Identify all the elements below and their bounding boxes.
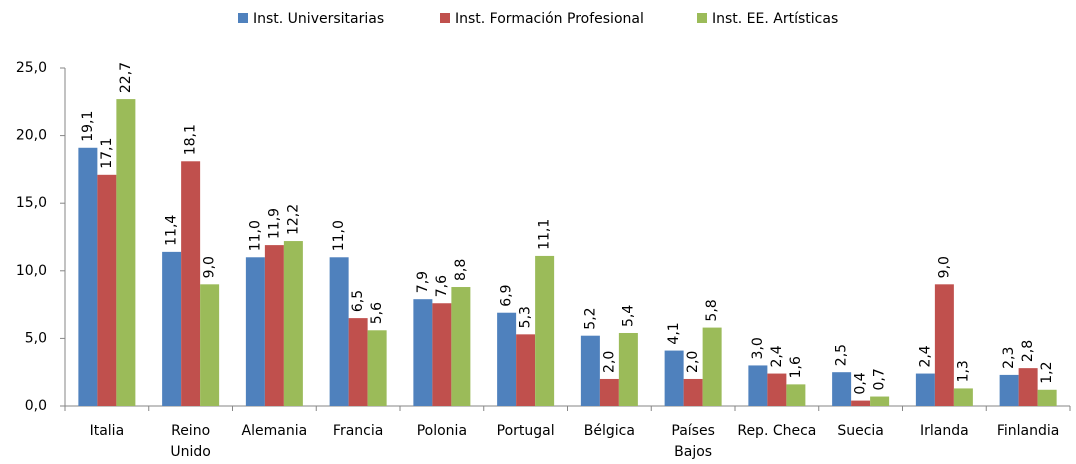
bar	[329, 257, 349, 406]
x-tick-label: Polonia	[416, 423, 468, 439]
bar	[497, 312, 517, 406]
legend-swatch	[440, 13, 450, 23]
value-label: 6,9	[499, 284, 515, 306]
value-label: 2,0	[685, 351, 701, 373]
value-label: 11,0	[247, 220, 263, 251]
y-tick-label: 25,0	[16, 60, 47, 76]
x-tick-label: Suecia	[837, 423, 884, 439]
legend-label: Inst. Formación Profesional	[455, 11, 644, 27]
bar	[348, 318, 368, 406]
y-tick-label: 0,0	[25, 398, 47, 414]
value-label: 17,1	[99, 138, 115, 169]
value-label: 12,2	[285, 204, 301, 235]
y-tick-label: 15,0	[16, 195, 47, 211]
bar	[786, 384, 806, 406]
value-label: 1,6	[788, 356, 804, 378]
x-tick-label: Irlanda	[920, 423, 969, 439]
value-label: 2,4	[769, 345, 785, 367]
x-tick-label: Rep. Checa	[737, 423, 817, 439]
bar	[748, 365, 768, 406]
legend-label: Inst. EE. Artísticas	[712, 11, 838, 27]
value-label: 7,6	[434, 275, 450, 297]
value-label: 19,1	[80, 111, 96, 142]
bar	[264, 245, 284, 406]
x-tick-label: Finlandia	[996, 423, 1060, 439]
value-label: 2,5	[834, 344, 850, 366]
bar	[580, 335, 600, 406]
bar	[767, 373, 787, 406]
x-tick-label: Países Bajos	[671, 423, 715, 460]
value-label: 2,0	[601, 351, 617, 373]
bar	[953, 388, 973, 406]
value-label: 11,1	[537, 219, 553, 250]
value-label: 9,0	[936, 256, 952, 278]
value-label: 7,9	[415, 271, 431, 293]
bar	[245, 257, 265, 406]
value-label: 5,4	[620, 305, 636, 327]
value-label: 5,8	[704, 299, 720, 321]
legend-label: Inst. Universitarias	[253, 11, 384, 27]
y-tick-label: 10,0	[16, 263, 47, 279]
bar	[116, 99, 136, 406]
value-label: 0,4	[853, 372, 869, 394]
value-label: 6,5	[350, 290, 366, 312]
bar	[832, 372, 852, 406]
value-label: 18,1	[183, 124, 199, 155]
value-label: 0,7	[872, 368, 888, 390]
bar	[413, 299, 433, 406]
value-label: 1,3	[955, 360, 971, 382]
value-label: 4,1	[666, 322, 682, 344]
bar	[702, 327, 722, 406]
x-tick-label: Alemania	[241, 423, 308, 439]
x-tick-label: Bélgica	[583, 423, 635, 439]
bar	[683, 378, 703, 406]
bar	[162, 251, 182, 406]
value-label: 8,8	[453, 259, 469, 281]
bar	[97, 174, 117, 406]
legend-swatch	[238, 13, 248, 23]
bar	[181, 161, 201, 406]
bar	[618, 332, 638, 406]
value-label: 5,6	[369, 302, 385, 324]
bar	[599, 378, 619, 406]
bar	[664, 350, 684, 406]
bar	[934, 284, 954, 406]
bar	[915, 373, 935, 406]
x-tick-label: Italia	[89, 423, 125, 439]
y-tick-label: 5,0	[25, 330, 47, 346]
value-label: 9,0	[202, 256, 218, 278]
value-label: 2,8	[1020, 340, 1036, 362]
value-label: 1,2	[1039, 362, 1055, 384]
bar	[870, 396, 890, 406]
bar	[516, 334, 536, 406]
value-label: 5,2	[582, 307, 598, 329]
bar	[535, 255, 555, 406]
value-label: 11,4	[164, 215, 180, 246]
value-label: 3,0	[750, 337, 766, 359]
value-label: 11,0	[331, 220, 347, 251]
bar	[1018, 368, 1038, 406]
value-label: 11,9	[266, 208, 282, 239]
value-label: 2,4	[917, 345, 933, 367]
x-tick-label: Reino Unido	[170, 423, 211, 460]
x-tick-label: Francia	[332, 423, 384, 439]
x-tick-label: Portugal	[496, 423, 555, 439]
bar	[432, 303, 452, 406]
bar	[283, 241, 303, 406]
bar	[78, 147, 98, 406]
legend-swatch	[697, 13, 707, 23]
bar	[851, 400, 871, 406]
bar	[200, 284, 220, 406]
value-label: 2,3	[1001, 347, 1017, 369]
bar	[451, 287, 471, 406]
bar	[1037, 389, 1057, 406]
bar	[999, 374, 1019, 406]
bar	[367, 330, 387, 406]
value-label: 5,3	[518, 306, 534, 328]
y-tick-label: 20,0	[16, 128, 47, 144]
value-label: 22,7	[118, 62, 134, 93]
